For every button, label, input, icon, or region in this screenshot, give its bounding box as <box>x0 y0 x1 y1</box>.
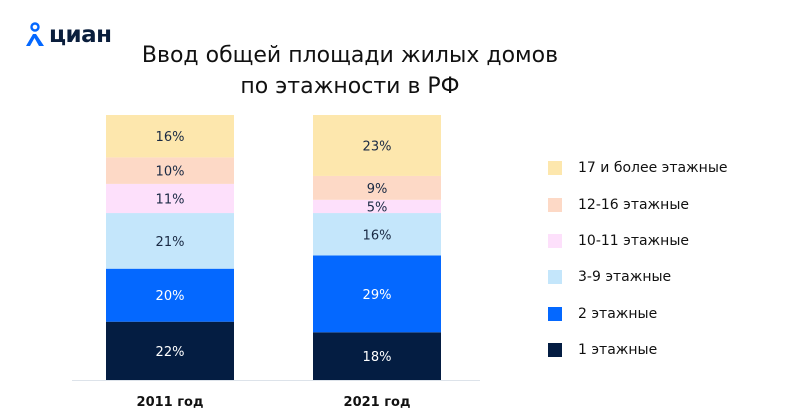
legend-item: 2 этажные <box>548 296 728 332</box>
data-label: 21% <box>156 235 185 250</box>
legend-swatch <box>548 197 562 212</box>
data-label: 5% <box>367 200 388 215</box>
legend-label: 10-11 этажные <box>578 232 689 249</box>
data-label: 29% <box>363 288 392 303</box>
data-label: 16% <box>156 130 185 145</box>
location-pin-icon <box>26 22 44 46</box>
bar-segment <box>313 255 441 333</box>
legend-swatch <box>548 343 562 358</box>
bar-segment <box>313 115 441 176</box>
legend-label: 2 этажные <box>578 305 658 322</box>
category-label: 2021 год <box>344 395 411 410</box>
legend-item: 10-11 этажные <box>548 223 728 259</box>
legend-item: 1 этажные <box>548 332 728 368</box>
bar-segment <box>313 332 441 380</box>
bar-segment <box>106 157 234 184</box>
data-label: 18% <box>363 350 392 365</box>
bar-segment <box>106 268 234 322</box>
legend-label: 3-9 этажные <box>578 269 672 286</box>
legend-swatch <box>548 161 562 176</box>
legend-swatch <box>548 270 562 285</box>
legend-item: 12-16 этажные <box>548 186 728 222</box>
bar-segment <box>313 199 441 214</box>
data-label: 11% <box>156 192 185 207</box>
data-label: 16% <box>363 228 392 243</box>
legend-item: 17 и более этажные <box>548 150 728 186</box>
data-label: 9% <box>367 182 388 197</box>
bar-segment <box>106 321 234 380</box>
legend-swatch <box>548 306 562 321</box>
legend-label: 1 этажные <box>578 342 658 359</box>
bar-segment <box>313 213 441 256</box>
title-line-2: по этажности в РФ <box>240 74 460 99</box>
logo-text: циан <box>49 22 112 48</box>
cian-logo: циан <box>24 22 112 48</box>
data-label: 10% <box>156 165 185 180</box>
category-label: 2011 год <box>137 395 204 410</box>
legend-item: 3-9 этажные <box>548 259 728 295</box>
legend-label: 12-16 этажные <box>578 196 689 213</box>
bar-segment <box>106 183 234 214</box>
bar-segment <box>106 213 234 269</box>
legend-swatch <box>548 233 562 248</box>
data-label: 23% <box>363 139 392 154</box>
chart-title: Ввод общей площади жилых домов по этажно… <box>140 40 560 102</box>
data-label: 20% <box>156 289 185 304</box>
bar-segment <box>106 115 234 158</box>
bar-segment <box>313 175 441 200</box>
legend: 17 и более этажные 12-16 этажные 10-11 эта… <box>548 150 728 368</box>
title-line-1: Ввод общей площади жилых домов <box>141 43 559 68</box>
data-label: 22% <box>156 345 185 360</box>
legend-label: 17 и более этажные <box>578 160 728 177</box>
